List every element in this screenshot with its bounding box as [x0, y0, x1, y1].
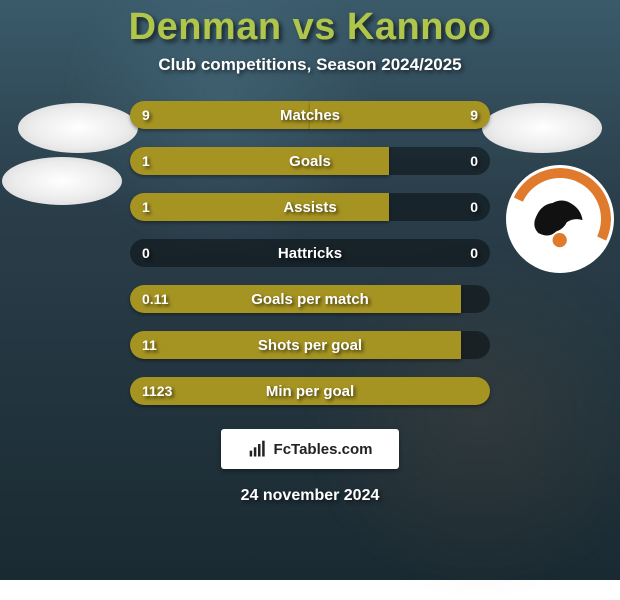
- page-title: Denman vs Kannoo: [0, 0, 620, 49]
- bar-fill-left: [130, 147, 389, 175]
- stat-row: 99Matches: [130, 101, 490, 129]
- bar-fill-left: [130, 331, 461, 359]
- subtitle: Club competitions, Season 2024/2025: [0, 55, 620, 75]
- stat-bars: 99Matches10Goals10Assists00Hattricks0.11…: [130, 93, 490, 405]
- team-left-badge-2: [2, 157, 122, 205]
- stat-row: 10Assists: [130, 193, 490, 221]
- stat-right-value: 0: [458, 239, 490, 267]
- team-left-badge-1: [18, 103, 138, 153]
- stat-label: Hattricks: [130, 239, 490, 267]
- date-line: 24 november 2024: [0, 487, 620, 505]
- team-right-badge-1: [482, 103, 602, 153]
- stat-row: 11Shots per goal: [130, 331, 490, 359]
- bar-fill-right: [310, 101, 490, 129]
- site-badge: FcTables.com: [221, 429, 399, 469]
- stat-row: 0 0Hattricks: [130, 239, 490, 267]
- team-right-badge-2: [506, 165, 614, 273]
- bar-fill-left: [130, 101, 310, 129]
- stat-right-value: [466, 331, 490, 359]
- stat-row: 10Goals: [130, 147, 490, 175]
- club-logo-right: [506, 165, 614, 273]
- bar-fill-left: [130, 285, 461, 313]
- site-name: FcTables.com: [274, 441, 373, 458]
- comparison-card: Denman vs Kannoo Club competitions, Seas…: [0, 0, 620, 580]
- chart-icon: [248, 439, 268, 459]
- bar-fill-left: [130, 193, 389, 221]
- stat-right-value: [466, 285, 490, 313]
- stat-right-value: 0: [458, 147, 490, 175]
- stat-left-value: 0: [130, 239, 162, 267]
- stat-row: 1123Min per goal: [130, 377, 490, 405]
- stat-right-value: 0: [458, 193, 490, 221]
- stat-row: 0.11Goals per match: [130, 285, 490, 313]
- bar-fill: [130, 377, 490, 405]
